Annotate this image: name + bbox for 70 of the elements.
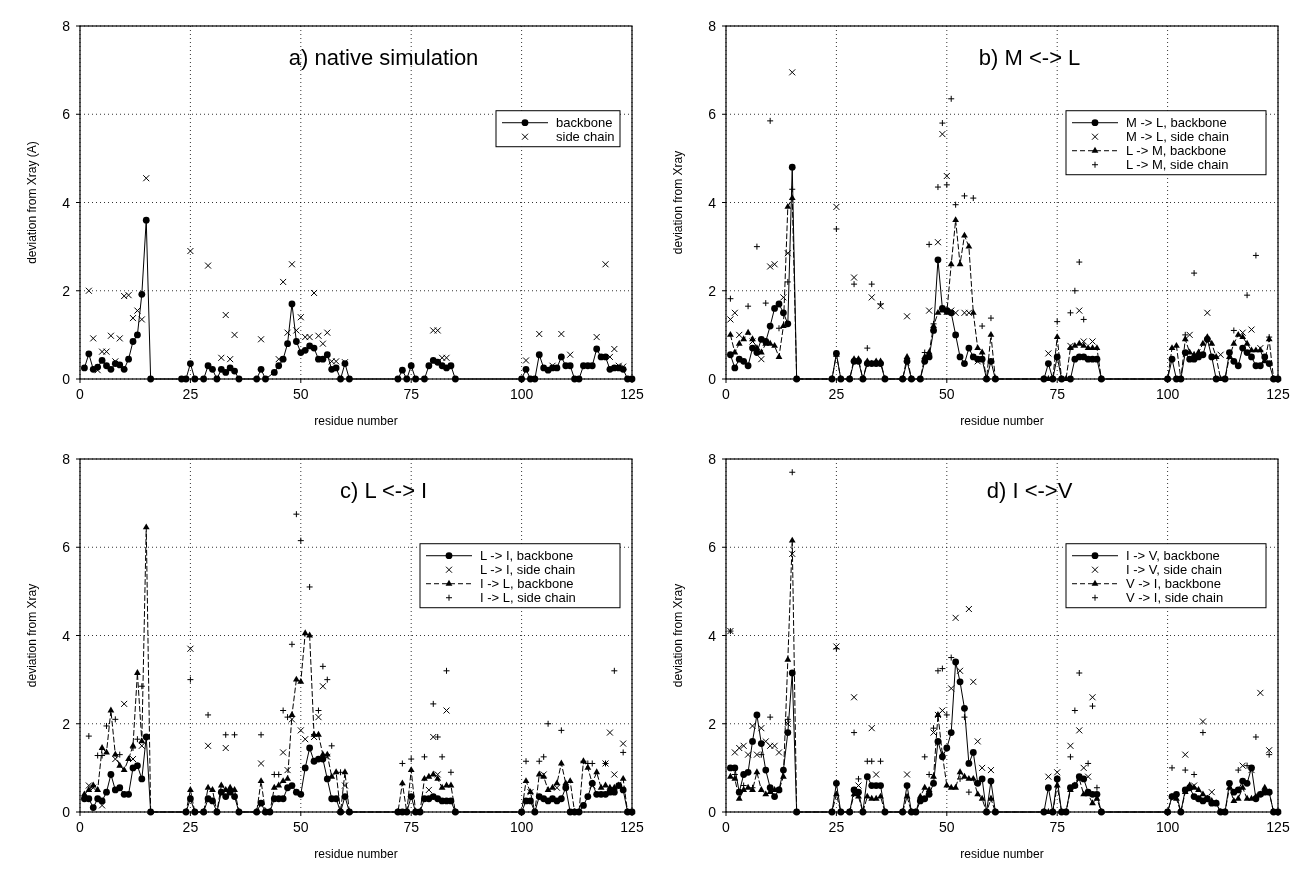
x-tick-label: 125 xyxy=(620,386,644,402)
x-tick-label: 125 xyxy=(1266,819,1290,835)
y-tick-label: 8 xyxy=(708,451,717,467)
legend-label: I -> V, backbone xyxy=(1126,548,1220,564)
x-tick-label: 0 xyxy=(722,819,731,835)
y-tick-label: 4 xyxy=(708,194,717,211)
x-tick-label: 125 xyxy=(1266,386,1290,402)
x-axis-title: residue number xyxy=(960,847,1044,861)
x-tick-label: 75 xyxy=(1049,819,1066,835)
x-tick-label: 25 xyxy=(182,386,199,402)
x-tick-label: 50 xyxy=(939,819,955,835)
y-tick-label: 4 xyxy=(708,627,717,644)
y-axis-title: deviation from Xray xyxy=(671,150,685,255)
text: b) M <-> L xyxy=(978,44,1081,70)
x-tick-label: 25 xyxy=(182,819,199,835)
y-tick-label: 6 xyxy=(62,539,71,556)
y-tick-label: 6 xyxy=(708,539,717,556)
y-tick-label: 2 xyxy=(62,715,71,732)
y-axis-title: deviation from Xray xyxy=(25,583,39,688)
y-tick-label: 6 xyxy=(708,106,717,123)
x-tick-label: 50 xyxy=(939,386,955,402)
legend-label: I -> L, backbone xyxy=(480,576,574,592)
x-tick-label: 75 xyxy=(403,819,420,835)
text: a) native simulation xyxy=(288,44,479,70)
y-tick-label: 8 xyxy=(62,451,71,467)
x-tick-label: 100 xyxy=(509,819,534,835)
y-tick-label: 0 xyxy=(62,371,71,387)
x-tick-label: 25 xyxy=(828,819,845,835)
legend-label: I -> V, side chain xyxy=(1126,562,1222,578)
y-tick-label: 2 xyxy=(62,282,71,299)
y-tick-label: 4 xyxy=(62,627,71,644)
y-tick-label: 2 xyxy=(708,282,717,299)
y-tick-label: 0 xyxy=(708,804,717,820)
x-tick-label: 50 xyxy=(293,819,309,835)
text: c) L <-> I xyxy=(339,477,428,503)
x-tick-label: 25 xyxy=(828,386,845,402)
x-axis-title: residue number xyxy=(314,847,398,861)
legend-label: V -> I, backbone xyxy=(1126,576,1222,592)
x-tick-label: 100 xyxy=(509,386,534,402)
legend-label: L -> M, backbone xyxy=(1126,143,1227,159)
x-tick-label: 75 xyxy=(1049,386,1066,402)
legend-label: V -> I, side chain xyxy=(1126,590,1224,606)
y-tick-label: 4 xyxy=(62,194,71,211)
legend-label: backbone xyxy=(556,115,613,131)
y-tick-label: 8 xyxy=(62,18,71,34)
x-axis-title: residue number xyxy=(314,414,398,428)
text: d) I <->V xyxy=(986,477,1073,503)
x-axis-title: residue number xyxy=(960,414,1044,428)
y-axis-title: deviation from Xray (A) xyxy=(25,141,39,264)
legend-label: M -> L, side chain xyxy=(1126,129,1229,145)
legend-label: L -> M, side chain xyxy=(1126,157,1229,173)
x-tick-label: 100 xyxy=(1155,819,1180,835)
x-tick-label: 0 xyxy=(722,386,731,402)
x-tick-label: 125 xyxy=(620,819,644,835)
y-tick-label: 0 xyxy=(62,804,71,820)
y-axis-title: deviation from Xray xyxy=(671,583,685,688)
legend-label: L -> I, side chain xyxy=(480,562,576,578)
y-tick-label: 6 xyxy=(62,106,71,123)
y-tick-label: 2 xyxy=(708,715,717,732)
legend-label: side chain xyxy=(556,129,615,145)
y-tick-label: 0 xyxy=(708,371,717,387)
x-tick-label: 50 xyxy=(293,386,309,402)
legend-label: L -> I, backbone xyxy=(480,548,574,564)
x-tick-label: 0 xyxy=(76,819,85,835)
y-tick-label: 8 xyxy=(708,18,717,34)
legend-label: I -> L, side chain xyxy=(480,590,576,606)
x-tick-label: 75 xyxy=(403,386,420,402)
x-tick-label: 100 xyxy=(1155,386,1180,402)
x-tick-label: 0 xyxy=(76,386,85,402)
legend-label: M -> L, backbone xyxy=(1126,115,1227,131)
